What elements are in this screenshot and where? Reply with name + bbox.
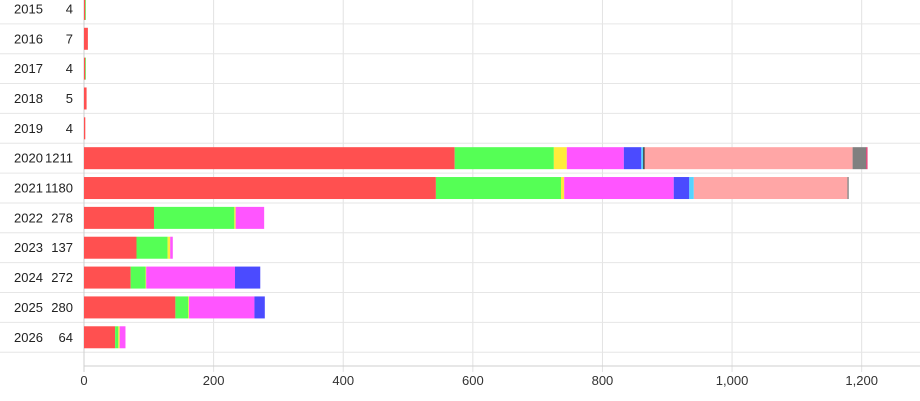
bar-segment-2022-s3 [235,206,265,229]
bar-segment-2023-s1 [136,236,168,259]
bar-segment-2023-s3 [170,236,173,259]
x-tick-label-5: 1,000 [716,373,749,388]
bar-segment-2017-s0 [84,57,86,80]
x-tick-label-2: 400 [332,373,354,388]
category-total-2020: 1211 [45,151,73,166]
category-label-2024: 2024 [14,270,43,285]
bar-segment-2021-s4 [673,177,690,200]
x-tick-label-1: 200 [203,373,225,388]
category-label-2017: 2017 [14,61,43,76]
bar-segment-2020-s2 [553,147,567,170]
category-total-2025: 280 [51,300,73,315]
bar-segment-2022-s2 [234,206,236,229]
bar-segment-2018-s0 [84,87,87,110]
bar-segment-2024-s2 [145,266,147,289]
bar-segment-2026-s0 [84,326,116,349]
x-tick-label-3: 600 [462,373,484,388]
bar-segment-2021-s7 [693,177,848,200]
x-tick-label-4: 800 [592,373,614,388]
bar-segment-2015-s1 [85,0,86,20]
category-total-2021: 1180 [45,181,73,196]
x-tick-label-6: 1,200 [845,373,878,388]
bar-segment-2021-s3 [564,177,674,200]
bar-segment-2025-s4 [254,296,265,319]
category-label-2020: 2020 [14,151,43,166]
bar-segment-2023-s2 [167,236,171,259]
x-tick-label-0: 0 [80,373,87,388]
bar-segment-2020-s7 [644,147,853,170]
bar-segment-2020-s5 [641,147,644,170]
bar-segment-2019-s0 [84,117,86,140]
bar-segment-2025-s0 [84,296,176,319]
bar-segment-2022-s1 [153,206,235,229]
bar-segment-2023-s0 [84,236,137,259]
x-axis-tick-labels: 0 200 400 600 800 1,000 1,200 [80,373,878,388]
bar-segment-2025-s3 [188,296,255,319]
grid [0,0,920,372]
bar-segment-2020-s9 [866,147,868,170]
bar-segment-2020-s3 [566,147,624,170]
category-total-2019: 4 [66,121,73,136]
category-total-2023: 137 [51,240,73,255]
category-label-2016: 2016 [14,31,43,46]
bar-segment-2021-s1 [435,177,561,200]
bar-segment-2026-s3 [119,326,126,349]
category-label-2021: 2021 [14,181,43,196]
bar-segment-2021-s2 [560,177,565,200]
category-total-2026: 64 [59,330,73,345]
bar-segment-2022-s0 [84,206,154,229]
category-total-2018: 5 [66,91,73,106]
bar-segment-2017-s1 [85,57,86,80]
category-total-2024: 272 [51,270,73,285]
bar-segment-2020-s4 [623,147,642,170]
bar-segment-2021-s8 [847,177,849,200]
category-label-2023: 2023 [14,240,43,255]
bar-segment-2020-s6 [643,147,645,170]
bar-segment-2015-s0 [84,0,86,20]
bars [84,0,868,349]
bar-segment-2016-s0 [84,27,88,50]
bar-segment-2021-s0 [84,177,436,200]
category-label-2025: 2025 [14,300,43,315]
category-total-2017: 4 [66,61,73,76]
bar-segment-2026-s1 [115,326,119,349]
bar-segment-2024-s3 [146,266,235,289]
bar-segment-2025-s1 [175,296,189,319]
category-total-2022: 278 [51,210,73,225]
category-label-2015: 2015 [14,1,43,16]
bar-segment-2024-s0 [84,266,131,289]
category-label-2019: 2019 [14,121,43,136]
bar-segment-2020-s1 [454,147,554,170]
category-label-2026: 2026 [14,330,43,345]
bar-segment-2024-s4 [234,266,261,289]
category-total-2015: 4 [66,1,73,16]
category-label-2022: 2022 [14,210,43,225]
category-total-2016: 7 [66,31,73,46]
bar-segment-2025-s2 [188,296,189,319]
bar-segment-2020-s8 [852,147,867,170]
category-label-2018: 2018 [14,91,43,106]
bar-segment-2021-s5 [689,177,694,200]
bar-segment-2020-s0 [84,147,455,170]
bar-segment-2026-s2 [118,326,120,349]
bar-segment-2024-s1 [130,266,146,289]
